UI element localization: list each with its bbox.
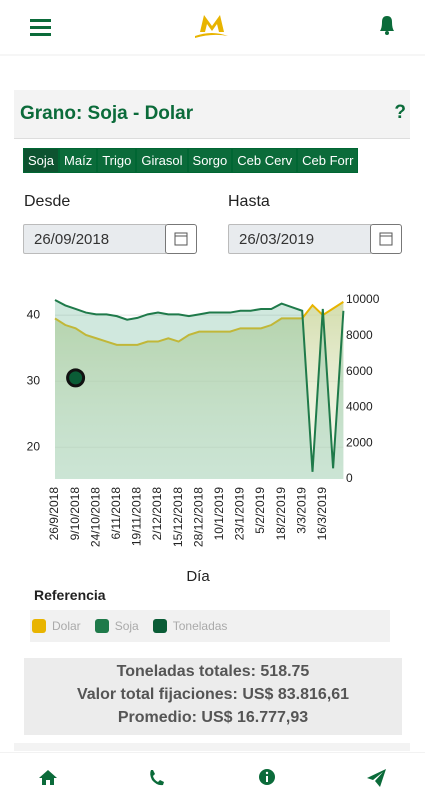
grain-tabs: Soja Maíz Trigo Girasol Sorgo Ceb Cerv Ceb For… bbox=[23, 148, 359, 173]
legend-item[interactable]: Dolar bbox=[32, 619, 81, 633]
send-button[interactable] bbox=[367, 769, 386, 787]
info-button[interactable] bbox=[259, 769, 275, 785]
series-area bbox=[55, 301, 344, 479]
legend-label: Toneladas bbox=[172, 619, 228, 633]
section-header: Grano: Soja - Dolar ? bbox=[14, 90, 410, 139]
legend-title: Referencia bbox=[34, 587, 106, 603]
grain-tab[interactable]: Sorgo bbox=[187, 148, 233, 173]
legend-swatch bbox=[94, 619, 109, 633]
y2-tick-label: 2000 bbox=[346, 435, 373, 449]
grain-tab[interactable]: Girasol bbox=[136, 148, 188, 173]
summary-line: Valor total fijaciones: US$ 83.816,61 bbox=[76, 686, 350, 703]
legend-item[interactable]: Toneladas bbox=[152, 619, 228, 633]
bottom-nav bbox=[0, 752, 425, 787]
legend-swatch bbox=[32, 619, 46, 633]
y-tick-label: 40 bbox=[27, 307, 41, 321]
x-axis-label: Día bbox=[186, 568, 210, 585]
calendar-icon bbox=[379, 232, 393, 246]
legend-swatch bbox=[152, 619, 167, 633]
series-line bbox=[54, 301, 344, 346]
y-tick-label: 20 bbox=[27, 439, 41, 453]
help-button[interactable]: ? bbox=[394, 102, 406, 123]
x-tick-label: 19/11/2018 bbox=[130, 487, 144, 546]
summary-line: Promedio: US$ 16.777,93 bbox=[117, 709, 309, 726]
y2-tick-label: 6000 bbox=[346, 364, 373, 378]
legend: Dolar Soja Toneladas bbox=[30, 610, 390, 642]
home-button[interactable] bbox=[39, 770, 57, 785]
x-tick-label: 23/1/2019 bbox=[233, 487, 247, 541]
summary-line: Toneladas totales: 518.75 bbox=[116, 663, 310, 680]
to-label: Hasta bbox=[228, 193, 270, 210]
phone-button[interactable] bbox=[150, 770, 164, 786]
top-bar bbox=[0, 15, 425, 56]
from-date[interactable]: 26/09/2018 bbox=[23, 224, 167, 254]
series-area bbox=[55, 300, 344, 479]
logo bbox=[195, 15, 228, 38]
grain-tab[interactable]: Trigo bbox=[97, 148, 137, 173]
grain-tab[interactable]: Soja bbox=[23, 148, 60, 173]
notifications-button[interactable] bbox=[380, 16, 394, 35]
x-tick-label: 2/12/2018 bbox=[150, 487, 164, 541]
divider bbox=[14, 743, 410, 751]
section-title: Grano: Soja - Dolar bbox=[20, 103, 194, 124]
series-line bbox=[54, 299, 345, 472]
y2-tick-label: 4000 bbox=[346, 400, 373, 414]
from-label: Desde bbox=[24, 193, 71, 210]
data-point bbox=[66, 368, 86, 388]
x-tick-label: 16/3/2019 bbox=[315, 487, 329, 541]
x-tick-label: 5/2/2019 bbox=[253, 487, 267, 534]
x-tick-label: 3/3/2019 bbox=[294, 487, 308, 534]
grain-tab[interactable]: Ceb Forr bbox=[297, 148, 359, 173]
from-calendar-button[interactable] bbox=[165, 224, 197, 254]
legend-label: Dolar bbox=[52, 619, 81, 633]
grain-tab[interactable]: Ceb Cerv bbox=[232, 148, 298, 173]
x-tick-label: 9/10/2018 bbox=[68, 487, 82, 541]
x-tick-label: 28/12/2018 bbox=[191, 487, 205, 547]
legend-item[interactable]: Soja bbox=[94, 619, 139, 633]
to-date[interactable]: 26/03/2019 bbox=[228, 224, 372, 254]
x-tick-label: 10/1/2019 bbox=[212, 487, 226, 541]
x-tick-label: 6/11/2018 bbox=[109, 487, 123, 540]
grain-tab[interactable]: Maíz bbox=[59, 148, 98, 173]
x-tick-label: 24/10/2018 bbox=[88, 487, 102, 547]
x-tick-label: 15/12/2018 bbox=[171, 487, 185, 547]
y-tick-label: 30 bbox=[27, 373, 41, 387]
x-tick-label: 26/9/2018 bbox=[47, 487, 61, 541]
chart: Día 20 30 40 0 2000 4000 6000 8000 10000 26/9/201… bbox=[27, 292, 380, 585]
legend-label: Soja bbox=[114, 619, 139, 633]
x-tick-label: 18/2/2019 bbox=[274, 487, 288, 541]
y2-tick-label: 10000 bbox=[346, 292, 380, 306]
to-calendar-button[interactable] bbox=[370, 224, 402, 254]
y2-tick-label: 8000 bbox=[346, 328, 373, 342]
calendar-icon bbox=[174, 232, 188, 246]
menu-button[interactable] bbox=[30, 19, 51, 36]
summary-box: Toneladas totales: 518.75 Valor total fij… bbox=[24, 658, 402, 735]
y2-tick-label: 0 bbox=[346, 471, 353, 485]
